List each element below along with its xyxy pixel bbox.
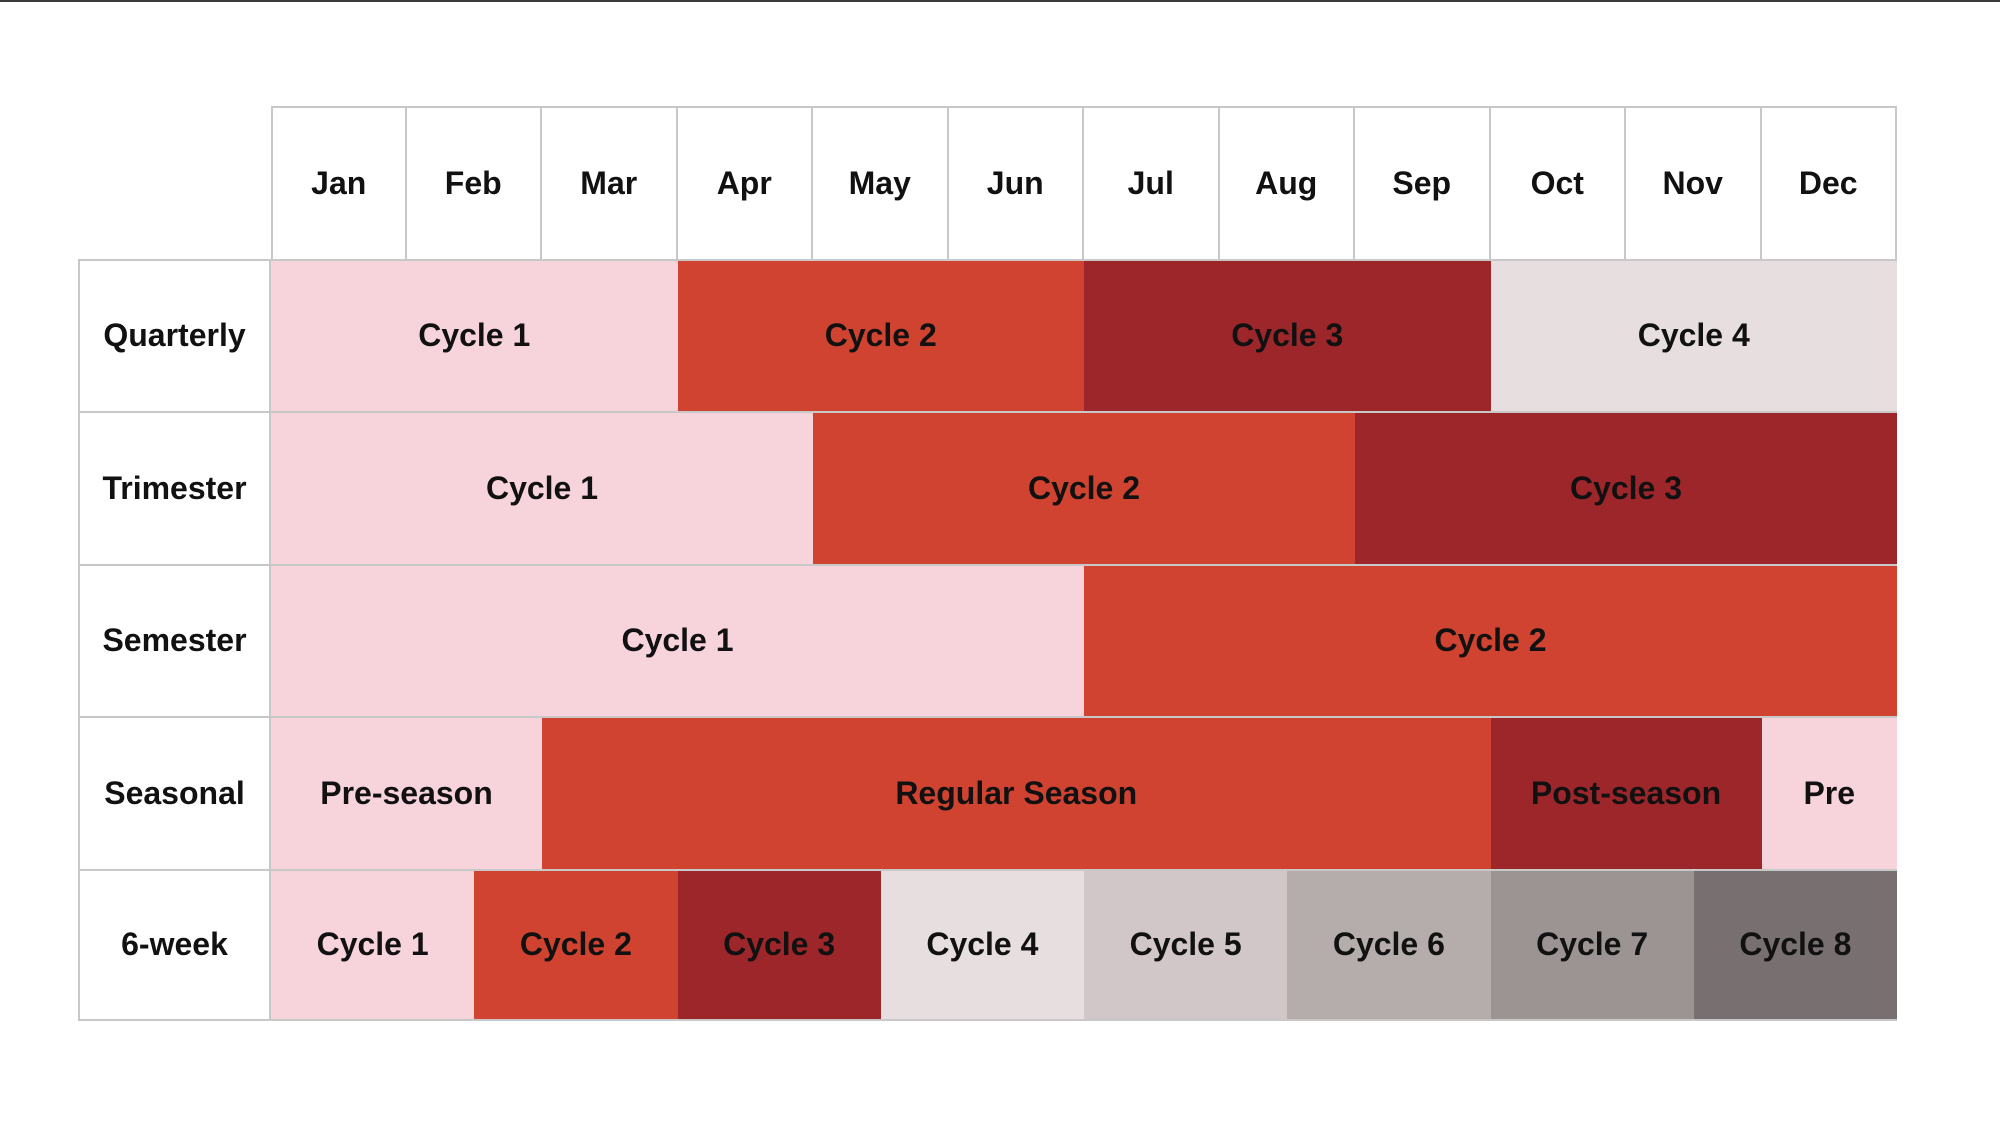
month-header-jul: Jul <box>1084 106 1220 259</box>
cycle-block: Cycle 2 <box>677 258 1084 411</box>
cycle-block: Cycle 8 <box>1693 868 1897 1021</box>
row-label-seasonal: Seasonal <box>78 716 271 869</box>
month-header-mar: Mar <box>542 106 678 259</box>
row-label-trimester: Trimester <box>78 411 271 564</box>
cycle-block: Cycle 2 <box>474 868 678 1021</box>
cycle-block: Cycle 7 <box>1490 868 1694 1021</box>
cycle-block: Cycle 2 <box>813 411 1355 564</box>
month-header-apr: Apr <box>677 106 813 259</box>
cycle-block: Cycle 1 <box>271 411 813 564</box>
cycle-block: Pre-season <box>271 716 542 869</box>
cycle-block: Cycle 5 <box>1084 868 1288 1021</box>
top-divider <box>0 0 2000 2</box>
corner-cell <box>78 106 271 259</box>
month-header-may: May <box>813 106 949 259</box>
cycle-block: Post-season <box>1490 716 1762 869</box>
cycle-block: Cycle 3 <box>1355 411 1897 564</box>
row-label-6-week: 6-week <box>78 868 271 1021</box>
cycle-block: Cycle 4 <box>880 868 1084 1021</box>
cycle-block: Cycle 1 <box>271 868 475 1021</box>
month-header-feb: Feb <box>406 106 542 259</box>
cycle-block: Cycle 3 <box>1084 258 1491 411</box>
month-header-oct: Oct <box>1490 106 1626 259</box>
row-label-quarterly: Quarterly <box>78 258 271 411</box>
cycle-block: Cycle 3 <box>677 868 881 1021</box>
cycle-block: Pre <box>1761 716 1897 869</box>
month-header-aug: Aug <box>1219 106 1355 259</box>
cycle-block: Cycle 4 <box>1490 258 1897 411</box>
cycle-block: Cycle 1 <box>271 563 1084 716</box>
cycle-block: Cycle 2 <box>1084 563 1897 716</box>
month-header-sep: Sep <box>1355 106 1491 259</box>
month-header-nov: Nov <box>1626 106 1762 259</box>
cycle-calendar-grid: Jan Feb Mar Apr May Jun Jul Aug Sep Oct Nov Dec Quar… <box>78 106 1897 1021</box>
cycle-block: Cycle 6 <box>1287 868 1491 1021</box>
month-header-jun: Jun <box>948 106 1084 259</box>
month-header-jan: Jan <box>271 106 407 259</box>
cycle-block: Regular Season <box>542 716 1491 869</box>
month-header-dec: Dec <box>1761 106 1897 259</box>
row-label-semester: Semester <box>78 563 271 716</box>
cycle-block: Cycle 1 <box>271 258 678 411</box>
